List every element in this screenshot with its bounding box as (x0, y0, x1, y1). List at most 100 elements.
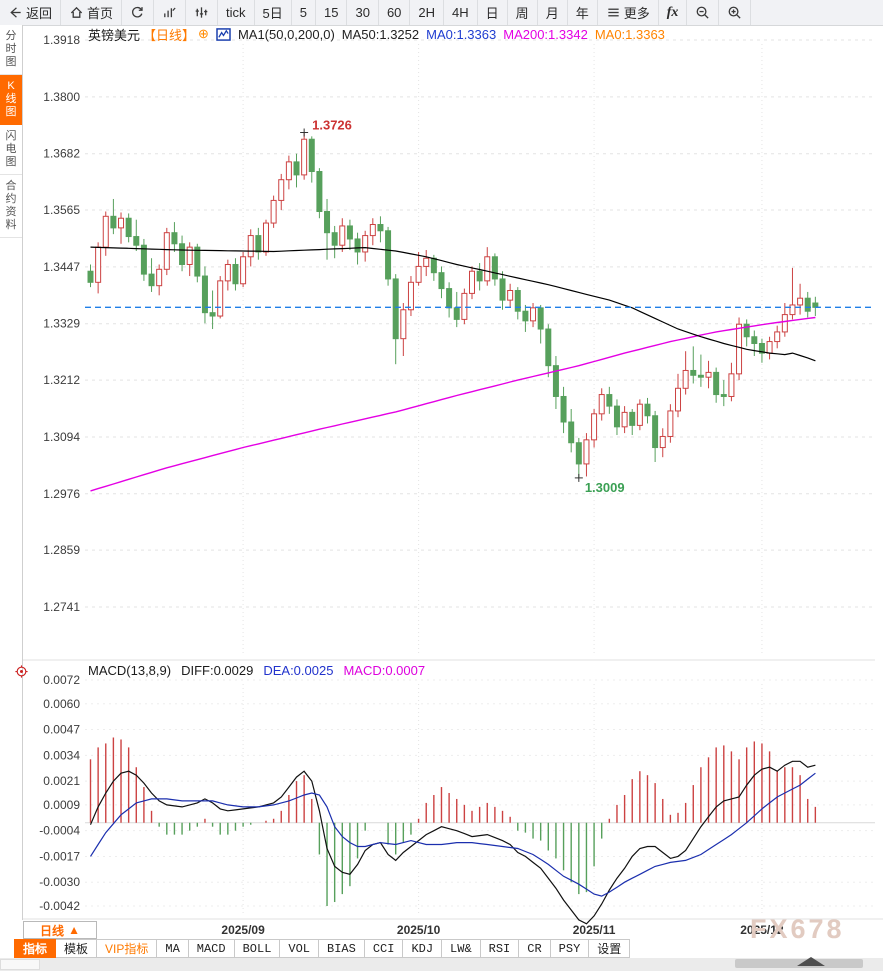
tab-BOLL[interactable]: BOLL (234, 939, 281, 958)
refresh-icon (132, 6, 143, 18)
toolbar-button-label: 4H (452, 5, 469, 20)
tab-CCI[interactable]: CCI (364, 939, 404, 958)
ma0-blue-value: MA0:1.3363 (426, 26, 497, 42)
toolbar-button-day[interactable]: 日 (478, 0, 508, 25)
tab-MA[interactable]: MA (157, 939, 189, 958)
chart-header: 英镑美元 【日线】 ⊕ MA1(50,0,200,0) MA50:1.3252 … (88, 26, 665, 43)
ma0-orange-value: MA0:1.3363 (594, 26, 665, 42)
toolbar-button-tick[interactable]: tick (218, 0, 255, 25)
symbol-name: 英镑美元 (88, 27, 141, 43)
candle-body (560, 395, 567, 423)
period-selector[interactable]: 日线 ▲ (23, 921, 97, 939)
kline-mini-icon (216, 27, 231, 41)
candle-body (148, 273, 155, 287)
toolbar-button-home[interactable]: 首页 (61, 0, 123, 25)
toolbar-button-zoom-out[interactable] (687, 0, 720, 25)
candle-body (423, 257, 430, 267)
bottom-strip-box (0, 959, 40, 970)
candle-body (140, 244, 147, 275)
candle-body (118, 217, 125, 229)
candle-body (369, 224, 376, 237)
collapse-arrow-icon[interactable] (797, 957, 825, 966)
candle-body (262, 222, 269, 253)
candle-body (514, 290, 521, 312)
indicator-settings-icon[interactable] (14, 664, 29, 679)
high-price-annotation: 1.3726 (312, 117, 352, 132)
tab-LW&[interactable]: LW& (442, 939, 481, 958)
macd-dea-line (89, 772, 816, 897)
candle-body (469, 270, 475, 294)
toolbar-button-label: 60 (386, 5, 402, 20)
candle-body (362, 235, 369, 253)
toolbar-button-label: 2H (418, 5, 436, 20)
tab-CR[interactable]: CR (519, 939, 551, 958)
toolbar-button-h2[interactable]: 2H (410, 0, 445, 25)
toolbar-button-refresh[interactable] (122, 0, 155, 25)
price-axis-label: 1.3918 (43, 33, 80, 47)
candle-body (621, 411, 628, 428)
zoom-out-icon (697, 6, 709, 19)
tab-设置[interactable]: 设置 (589, 939, 631, 958)
tab-MACD[interactable]: MACD (188, 939, 235, 958)
candle-body (697, 374, 704, 378)
candle-body (606, 394, 613, 407)
toolbar-button-5d[interactable]: 5日 (255, 0, 292, 25)
tab-模板[interactable]: 模板 (56, 939, 98, 958)
toolbar-button-h4[interactable]: 4H (444, 0, 478, 25)
tab-RSI[interactable]: RSI (480, 939, 520, 958)
tab-VIP指标[interactable]: VIP指标 (97, 939, 158, 958)
toolbar-button-bar-chart[interactable] (154, 0, 187, 25)
toolbar-button-m30[interactable]: 30 (347, 0, 379, 25)
price-axis-label: 1.3682 (43, 147, 80, 161)
tab-VOL[interactable]: VOL (280, 939, 320, 958)
toolbar-button-label: 首页 (87, 6, 114, 21)
candle-body (644, 403, 651, 417)
candle-body (789, 304, 796, 316)
toolbar-button-fx[interactable]: fx (659, 0, 688, 25)
toolbar-button-zoom-in[interactable] (719, 0, 752, 25)
price-axis-label: 1.3212 (43, 373, 80, 387)
candle-body (247, 235, 254, 258)
toolbar-button-month[interactable]: 月 (538, 0, 568, 25)
macd-header: MACD(13,8,9) DIFF:0.0029 DEA:0.0025 MACD… (88, 663, 425, 679)
candle-body (568, 421, 575, 444)
toolbar-button-more[interactable]: 更多 (598, 0, 659, 25)
candle-body (324, 210, 331, 234)
horizontal-scrollbar[interactable] (735, 957, 863, 968)
ma50-line (90, 246, 816, 362)
sidebar-item-time-chart[interactable]: 分时图 (0, 25, 22, 75)
candle-body (720, 394, 727, 397)
macd-params: MACD(13,8,9) (88, 663, 172, 678)
period-selector-label: 日线 (40, 923, 65, 938)
toolbar-button-back[interactable]: 返回 (0, 0, 62, 25)
tab-指标[interactable]: 指标 (14, 939, 57, 958)
candle-body (675, 387, 682, 412)
candle-body (224, 263, 231, 282)
candle-body (476, 270, 483, 282)
toolbar-button-label: 5日 (262, 6, 283, 21)
candle-body (217, 280, 224, 317)
toolbar-button-week[interactable]: 周 (508, 0, 538, 25)
candle-body (522, 310, 529, 322)
toolbar-button-label: 15 (324, 5, 339, 20)
add-indicator-icon[interactable]: ⊕ (198, 26, 209, 41)
toolbar-button-m60[interactable]: 60 (379, 0, 411, 25)
toolbar-button-kline-chart[interactable] (186, 0, 219, 25)
toolbar-button-year[interactable]: 年 (568, 0, 598, 25)
price-axis-label: 1.3565 (43, 203, 80, 217)
macd-axis-label: -0.0017 (39, 849, 80, 863)
sidebar-item-lightning-chart[interactable]: 闪电图 (0, 125, 22, 175)
price-axis-label: 1.2741 (43, 600, 80, 614)
x-axis-date-label: 2025/11 (573, 923, 616, 937)
tab-KDJ[interactable]: KDJ (403, 939, 443, 958)
sidebar-item-contract-info[interactable]: 合约资料 (0, 175, 22, 238)
toolbar-button-m15[interactable]: 15 (316, 0, 348, 25)
tab-PSY[interactable]: PSY (550, 939, 590, 958)
x-axis-date-label: 2025/12 (740, 923, 784, 937)
toolbar-button-m5[interactable]: 5 (292, 0, 316, 25)
candle-body (446, 288, 453, 309)
tab-BIAS[interactable]: BIAS (319, 939, 365, 958)
candle-body (575, 442, 582, 465)
